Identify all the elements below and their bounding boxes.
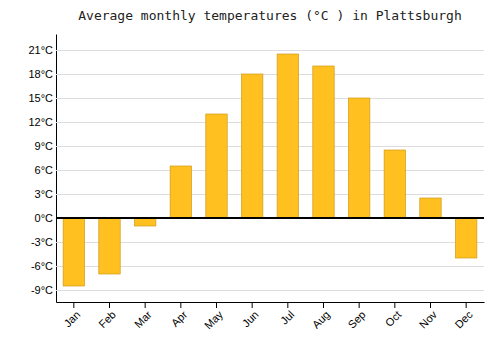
bar <box>384 150 405 218</box>
bar <box>134 218 155 226</box>
x-tick: Oct <box>383 302 404 329</box>
x-tick-label: Apr <box>169 308 190 329</box>
x-tick-label: May <box>202 308 226 332</box>
x-tick: Nov <box>417 302 440 331</box>
x-tick: Aug <box>310 302 332 331</box>
grid-line <box>56 74 484 75</box>
bar <box>455 218 476 258</box>
grid-line <box>56 290 484 291</box>
y-tick-label: 15°C <box>28 92 53 104</box>
y-tick: -9°C <box>31 284 484 296</box>
zero-line <box>56 217 484 219</box>
x-tick: Mar <box>132 302 154 330</box>
bar <box>348 98 369 218</box>
x-tick: Sep <box>345 302 367 331</box>
y-tick-label: -6°C <box>31 260 53 272</box>
x-tick: Apr <box>169 302 190 329</box>
x-tick-label: Aug <box>310 308 332 330</box>
x-tick: Jul <box>278 302 296 327</box>
grid-line <box>56 98 484 99</box>
bar <box>170 166 191 218</box>
bar <box>63 218 84 286</box>
x-tick: Feb <box>96 302 118 330</box>
tick-mark <box>323 302 324 308</box>
y-axis: -9°C -6°C -3°C 0°C 3°C 6°C 9°C 12°C 15°C 18°C 21°C <box>28 35 484 303</box>
y-tick-label: 9°C <box>35 140 54 152</box>
x-tick-label: Feb <box>96 308 118 330</box>
x-tick-label: Sep <box>345 308 367 330</box>
y-tick-label: 0°C <box>35 212 54 224</box>
tick-mark <box>359 302 360 308</box>
tick-mark <box>109 302 110 308</box>
grid-line <box>56 194 484 195</box>
grid-line <box>56 50 484 51</box>
tick-mark <box>466 302 467 308</box>
y-tick-label: 3°C <box>35 188 54 200</box>
plot: -9°C -6°C -3°C 0°C 3°C 6°C 9°C 12°C 15°C 18°C 21°C… <box>28 35 484 332</box>
tick-mark <box>430 302 431 308</box>
x-tick: Jun <box>240 302 261 329</box>
bar <box>206 114 227 218</box>
bar <box>99 218 120 274</box>
tick-mark <box>73 302 74 308</box>
x-tick-label: Dec <box>452 308 475 331</box>
grid-line <box>56 218 484 219</box>
tick-mark <box>145 302 146 308</box>
tick-mark <box>394 302 395 308</box>
y-tick-label: -9°C <box>31 284 53 296</box>
x-tick: May <box>202 302 226 331</box>
x-tick-label: Mar <box>132 308 154 330</box>
x-tick-label: Nov <box>417 308 440 331</box>
x-tick-label: Jun <box>240 308 261 329</box>
x-axis: Jan Feb Mar Apr May Jun Jul Aug Sep Oct Nov Dec <box>57 302 485 331</box>
grid-line <box>56 146 484 147</box>
y-tick: 21°C <box>28 44 484 56</box>
y-tick-label: 12°C <box>28 116 53 128</box>
tick-mark <box>216 302 217 308</box>
tick-mark <box>180 302 181 308</box>
chart: -9°C -6°C -3°C 0°C 3°C 6°C 9°C 12°C 15°C 18°C 21°C… <box>0 0 500 350</box>
x-tick: Dec <box>452 302 475 331</box>
bar <box>241 74 262 218</box>
y-tick-label: 6°C <box>35 164 54 176</box>
grid-line <box>56 122 484 123</box>
x-tick-label: Jul <box>278 308 296 326</box>
y-tick-label: 21°C <box>28 44 53 56</box>
tick-mark <box>252 302 253 308</box>
tick-mark <box>287 302 288 308</box>
x-tick-label: Oct <box>383 308 404 329</box>
marks <box>63 54 477 286</box>
bar <box>420 198 441 218</box>
grid-line <box>56 170 484 171</box>
x-axis-line <box>57 302 485 303</box>
y-tick-label: -3°C <box>31 236 53 248</box>
bar <box>277 54 298 218</box>
x-tick-label: Jan <box>61 308 82 329</box>
title: Average monthly temperatures (°C ) in Pl… <box>78 8 462 23</box>
x-tick: Jan <box>61 302 82 329</box>
y-tick-label: 18°C <box>28 68 53 80</box>
bar <box>313 66 334 218</box>
